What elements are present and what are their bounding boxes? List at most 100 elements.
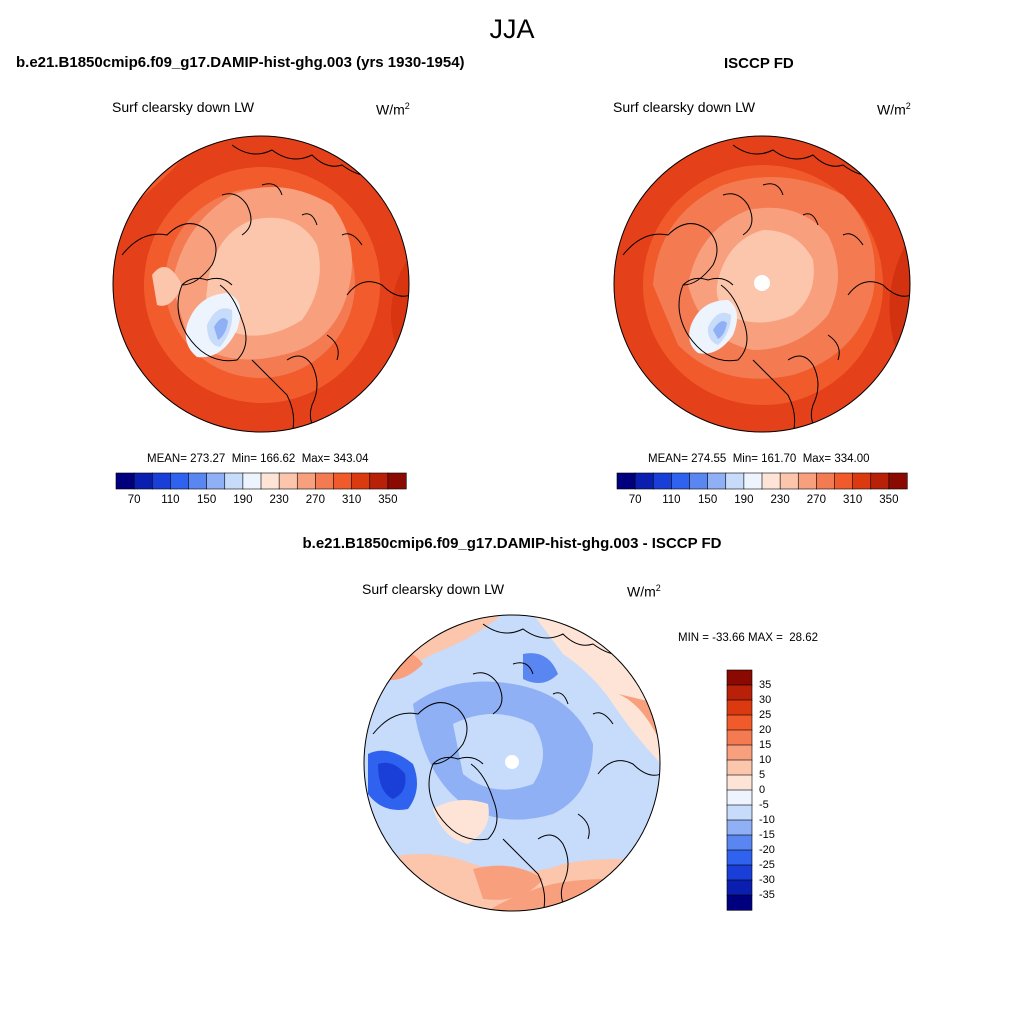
obs-colorbar-swatch — [852, 472, 872, 490]
figure-title: JJA — [489, 14, 535, 44]
model-colorbar — [115, 472, 407, 490]
obs-variable-label: Surf clearsky down LW — [613, 99, 756, 115]
diff-colorbar-tick-label: 0 — [759, 784, 766, 796]
diff-pole-missing — [505, 755, 519, 769]
model-colorbar-swatch — [278, 472, 298, 490]
diff-field-siberia-cool — [523, 653, 558, 683]
model-colorbar-swatch — [369, 472, 389, 490]
diff-colorbar-ticks: 35 30 25 20 15 10 5 0 -5 -10 -15 -20 -25 -30 -35 — [727, 670, 807, 910]
model-colorbar-tick-label: 70 — [127, 494, 141, 506]
diff-colorbar-tick-label: 30 — [759, 694, 772, 706]
model-colorbar-swatch — [315, 472, 335, 490]
model-colorbar-swatch — [296, 472, 316, 490]
obs-colorbar-swatch — [689, 472, 709, 490]
model-polar-map — [112, 135, 410, 433]
obs-colorbar-swatch — [797, 472, 817, 490]
diff-colorbar-tick-label: 5 — [759, 769, 766, 781]
model-coastlines — [121, 144, 409, 432]
model-colorbar-swatch — [387, 472, 407, 490]
obs-colorbar-tick-label: 270 — [806, 494, 826, 506]
diff-colorbar-tick-label: -30 — [759, 874, 775, 886]
obs-colorbar-swatch — [616, 472, 636, 490]
diff-colorbar-tick-label: 20 — [759, 724, 772, 736]
obs-colorbar-swatch — [707, 472, 727, 490]
diff-colorbar-tick-label: 15 — [759, 739, 772, 751]
diff-colorbar-tick-label: -20 — [759, 844, 775, 856]
obs-colorbar-swatch — [743, 472, 763, 490]
diff-colorbar-tick-label: 10 — [759, 754, 772, 766]
obs-colorbar-tick-label: 230 — [770, 494, 790, 506]
obs-colorbar-swatch — [816, 472, 836, 490]
model-colorbar-swatch — [206, 472, 226, 490]
model-colorbar-swatch — [224, 472, 244, 490]
obs-colorbar-swatch — [725, 472, 745, 490]
obs-coastlines — [622, 144, 910, 432]
obs-colorbar-tick-label: 350 — [879, 494, 899, 506]
obs-map-border — [613, 135, 911, 433]
obs-colorbar-swatch — [888, 472, 908, 490]
obs-colorbar-swatch — [761, 472, 781, 490]
model-field-canada — [152, 267, 182, 306]
model-map-border — [112, 135, 410, 433]
model-colorbar-swatch — [151, 472, 171, 490]
obs-colorbar-swatch — [671, 472, 691, 490]
obs-field-greenland-core — [713, 321, 727, 339]
model-panel-header: b.e21.B1850cmip6.f09_g17.DAMIP-hist-ghg.… — [16, 54, 465, 71]
model-colorbar-tick-label: 190 — [233, 494, 253, 506]
model-colorbar-swatch — [188, 472, 208, 490]
model-colorbar-ticks: 70 110 150 190 230 270 310 350 — [116, 494, 406, 508]
diff-field-canada-cool2 — [378, 762, 406, 799]
diff-variable-label: Surf clearsky down LW — [362, 581, 505, 597]
obs-colorbar-tick-label: 70 — [628, 494, 642, 506]
model-colorbar-tick-label: 230 — [269, 494, 289, 506]
model-stats: MEAN= 273.27 Min= 166.62 Max= 343.04 — [147, 453, 369, 465]
obs-polar-map — [613, 135, 911, 433]
diff-coastlines — [372, 623, 660, 911]
diff-colorbar: 35 30 25 20 15 10 5 0 -5 -10 -15 -20 -25 -30 -35 — [726, 669, 807, 911]
diff-colorbar-tick-label: 25 — [759, 709, 772, 721]
obs-colorbar-tick-label: 310 — [843, 494, 863, 506]
model-colorbar-swatch — [242, 472, 262, 490]
diff-colorbar-tick-label: -15 — [759, 829, 775, 841]
model-variable-label: Surf clearsky down LW — [112, 99, 255, 115]
obs-colorbar — [616, 472, 908, 490]
diff-colorbar-swatch — [726, 894, 753, 911]
model-units: W/m2 — [376, 101, 410, 118]
diff-colorbar-tick-label: 35 — [759, 679, 772, 691]
obs-colorbar-tick-label: 150 — [698, 494, 718, 506]
diff-stats: MIN = -33.66 MAX = 28.62 — [678, 632, 818, 644]
diff-field-greenland-warm — [433, 800, 489, 844]
diff-colorbar-tick-label: -35 — [759, 889, 775, 901]
diff-units: W/m2 — [627, 583, 661, 600]
model-colorbar-tick-label: 270 — [305, 494, 325, 506]
obs-colorbar-swatch — [652, 472, 672, 490]
model-colorbar-swatch — [260, 472, 280, 490]
model-colorbar-swatch — [351, 472, 371, 490]
diff-field-south-warm2 — [473, 865, 543, 900]
diff-map-border — [363, 614, 661, 912]
obs-colorbar-tick-label: 190 — [734, 494, 754, 506]
model-colorbar-swatch — [333, 472, 353, 490]
diff-colorbar-tick-label: -5 — [759, 799, 769, 811]
diff-colorbar-tick-label: -10 — [759, 814, 775, 826]
obs-units: W/m2 — [877, 101, 911, 118]
obs-colorbar-tick-label: 110 — [662, 494, 681, 506]
model-colorbar-tick-label: 350 — [378, 494, 398, 506]
model-colorbar-tick-label: 150 — [197, 494, 217, 506]
model-field-greenland-core — [214, 318, 228, 340]
obs-panel-header: ISCCP FD — [724, 55, 794, 72]
diff-colorbar-tick-label: -25 — [759, 859, 775, 871]
obs-pole-missing — [754, 275, 770, 291]
obs-colorbar-swatch — [779, 472, 799, 490]
model-colorbar-tick-label: 310 — [342, 494, 362, 506]
diff-polar-map — [363, 614, 661, 912]
obs-colorbar-swatch — [870, 472, 890, 490]
diff-colorbar-swatches — [726, 669, 753, 911]
obs-stats: MEAN= 274.55 Min= 161.70 Max= 334.00 — [648, 453, 870, 465]
model-colorbar-swatch — [115, 472, 135, 490]
model-colorbar-swatch — [170, 472, 190, 490]
diff-panel-header: b.e21.B1850cmip6.f09_g17.DAMIP-hist-ghg.… — [302, 535, 722, 552]
obs-colorbar-swatch — [834, 472, 854, 490]
model-colorbar-tick-label: 110 — [161, 494, 180, 506]
model-colorbar-swatch — [133, 472, 153, 490]
